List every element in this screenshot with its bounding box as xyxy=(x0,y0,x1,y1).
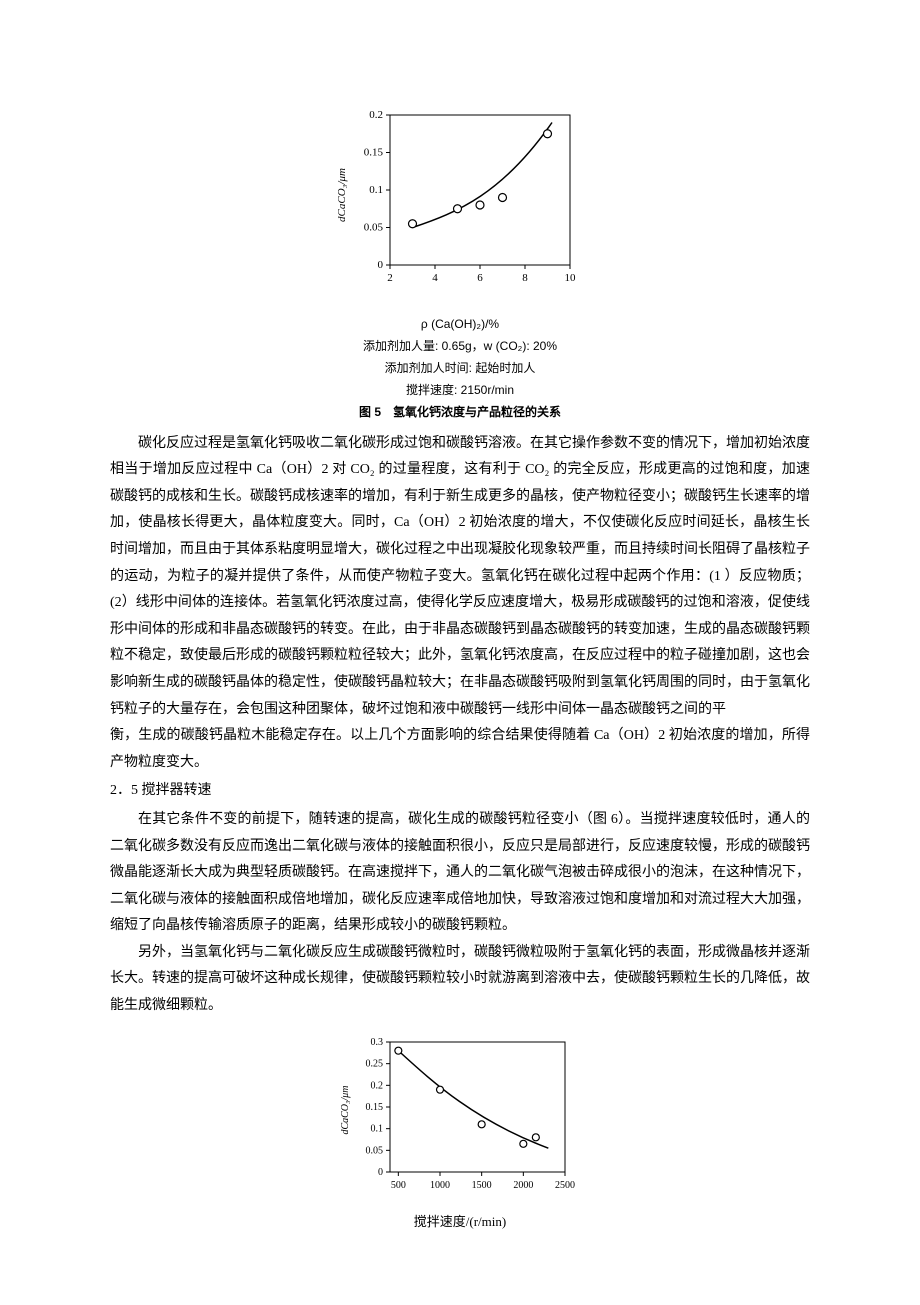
fig5-xlabel: ρ (Ca(OH)₂)/% xyxy=(110,315,810,333)
svg-text:0.2: 0.2 xyxy=(369,109,383,121)
svg-text:dCaCO₃/μm: dCaCO₃/μm xyxy=(336,168,348,222)
fig6-xlabel: 搅拌速度/(r/min) xyxy=(110,1210,810,1235)
svg-text:0: 0 xyxy=(378,259,384,271)
svg-text:0.3: 0.3 xyxy=(371,1037,384,1048)
fig6-chart: 0 0.05 0.1 0.15 0.2 0.25 0.3 500 1000 1500 2000 25… xyxy=(335,1030,585,1200)
svg-text:1000: 1000 xyxy=(430,1180,450,1191)
svg-text:0.05: 0.05 xyxy=(366,1145,384,1156)
paragraph-3: 另外，当氢氧化钙与二氧化碳反应生成碳酸钙微粒时，碳酸钙微粒吸附于氢氧化钙的表面，… xyxy=(110,940,810,1020)
fig5-caption-line2: 添加剂加人时间: 起始时加人 xyxy=(110,359,810,377)
svg-text:8: 8 xyxy=(522,272,528,284)
fig5-xlabel-text: ρ (Ca(OH)₂)/% xyxy=(421,317,499,331)
fig5-caption-title: 图 5 氢氧化钙浓度与产品粒径的关系 xyxy=(110,403,810,421)
svg-text:2: 2 xyxy=(387,272,393,284)
svg-text:6: 6 xyxy=(477,272,483,284)
paragraph-1: 碳化反应过程是氢氧化钙吸收二氧化碳形成过饱和碳酸钙溶液。在其它操作参数不变的情况… xyxy=(110,431,810,724)
fig5-caption-line3: 搅拌速度: 2150r/min xyxy=(110,381,810,399)
figure-6: 0 0.05 0.1 0.15 0.2 0.25 0.3 500 1000 1500 2000 25… xyxy=(110,1030,810,1235)
svg-text:0.15: 0.15 xyxy=(366,1102,384,1113)
svg-text:0.05: 0.05 xyxy=(364,222,384,234)
svg-text:2500: 2500 xyxy=(555,1180,575,1191)
section-2-5-heading: 2．5 搅拌器转速 xyxy=(110,778,810,805)
svg-text:0.2: 0.2 xyxy=(371,1080,384,1091)
paragraph-1b: 衡，生成的碳酸钙晶粒木能稳定存在。以上几个方面影响的综合结果使得随着 Ca（OH… xyxy=(110,723,810,776)
paragraph-2: 在其它条件不变的前提下，随转速的提高，碳化生成的碳酸钙粒径变小（图 6）。当搅拌… xyxy=(110,807,810,940)
svg-text:0.15: 0.15 xyxy=(364,147,384,159)
fig5-chart: 0 0.05 0.1 0.15 0.2 2 4 6 8 10 dCaCO₃/μm xyxy=(330,100,590,300)
svg-text:0.1: 0.1 xyxy=(369,184,383,196)
svg-text:500: 500 xyxy=(391,1180,406,1191)
svg-text:0.25: 0.25 xyxy=(366,1058,384,1069)
svg-text:2000: 2000 xyxy=(513,1180,533,1191)
svg-text:1500: 1500 xyxy=(472,1180,492,1191)
svg-text:10: 10 xyxy=(565,272,577,284)
svg-text:0: 0 xyxy=(378,1167,383,1178)
figure-5: 0 0.05 0.1 0.15 0.2 2 4 6 8 10 dCaCO₃/μm ρ (Ca(O… xyxy=(110,100,810,421)
svg-text:dCaCO₃/μm: dCaCO₃/μm xyxy=(340,1085,351,1134)
svg-text:0.1: 0.1 xyxy=(371,1123,384,1134)
svg-text:4: 4 xyxy=(432,272,438,284)
fig5-caption-line1: 添加剂加人量: 0.65g，w (CO₂): 20% xyxy=(110,337,810,355)
